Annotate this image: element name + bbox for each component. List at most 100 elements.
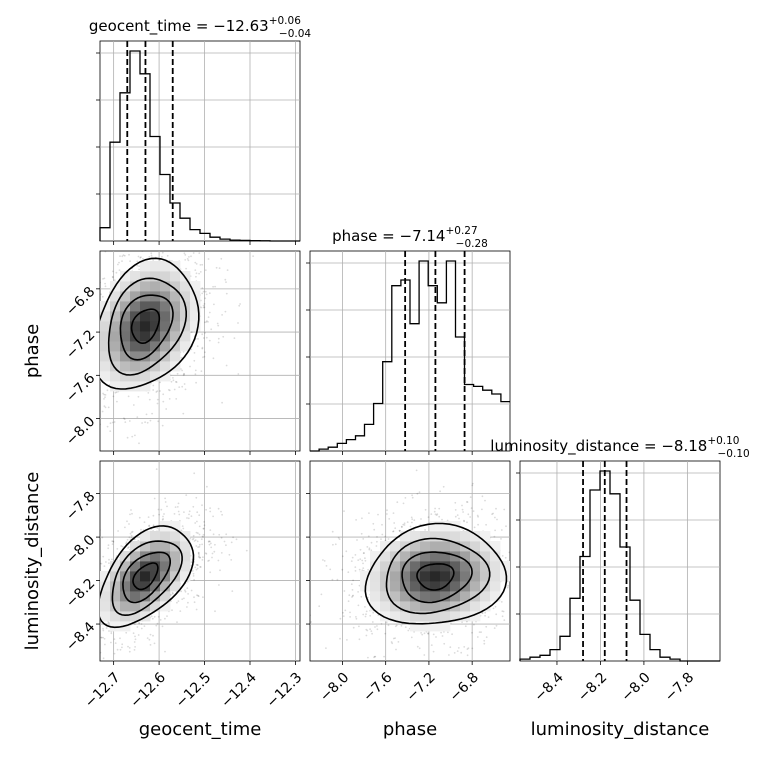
- sample-point: [182, 374, 185, 377]
- sample-point: [221, 513, 224, 516]
- sample-point: [121, 244, 123, 246]
- sample-point: [95, 326, 97, 328]
- sample-point: [100, 636, 103, 639]
- sample-point: [377, 614, 380, 616]
- sample-point: [194, 522, 197, 524]
- sample-point: [512, 555, 514, 557]
- sample-point: [184, 388, 187, 391]
- grid-lines: [96, 41, 300, 241]
- sample-point: [201, 292, 204, 295]
- sample-point: [109, 422, 112, 425]
- sample-point: [208, 311, 211, 314]
- sample-point: [163, 513, 165, 515]
- sample-point: [366, 629, 369, 632]
- title-minus: −0.28: [456, 238, 488, 250]
- sample-point: [162, 393, 165, 396]
- sample-point: [97, 349, 99, 351]
- sample-point: [133, 641, 136, 643]
- sample-point: [105, 627, 108, 629]
- y-tick-label: −7.8: [63, 489, 98, 524]
- sample-point: [96, 551, 98, 553]
- density-cell: [450, 611, 461, 622]
- sample-point: [418, 491, 421, 494]
- sample-point: [350, 583, 353, 586]
- density-cell: [130, 371, 141, 382]
- sample-point: [221, 401, 224, 404]
- sample-point: [205, 293, 208, 296]
- sample-point: [108, 630, 110, 632]
- sample-point: [195, 563, 198, 566]
- sample-point: [469, 516, 472, 518]
- sample-point: [466, 501, 469, 503]
- sample-point: [91, 600, 93, 602]
- sample-point: [386, 509, 388, 512]
- sample-point: [363, 552, 365, 554]
- density-cell: [150, 581, 161, 592]
- sample-point: [26, 319, 28, 321]
- sample-point: [501, 615, 504, 618]
- density-cell: [160, 271, 171, 282]
- density-cell: [440, 611, 451, 622]
- sample-point: [131, 530, 134, 533]
- contour-level: [107, 277, 187, 376]
- density-cell: [400, 561, 411, 572]
- sample-point: [103, 277, 106, 280]
- sample-point: [198, 543, 201, 546]
- density-cell: [410, 601, 421, 612]
- sample-point: [202, 306, 205, 309]
- sample-point: [374, 626, 376, 628]
- contour-level: [130, 308, 161, 345]
- sample-point: [492, 607, 495, 610]
- sample-point: [238, 304, 241, 307]
- sample-point: [310, 614, 311, 617]
- density-cell: [170, 271, 181, 282]
- sample-point: [134, 434, 136, 437]
- sample-point: [472, 510, 475, 512]
- density-cell: [440, 551, 451, 562]
- sample-point: [96, 606, 98, 608]
- sample-point: [485, 636, 488, 639]
- sample-point: [404, 497, 407, 499]
- density-cell: [160, 341, 171, 352]
- sample-point: [91, 326, 93, 328]
- sample-point: [187, 517, 190, 520]
- sample-point: [443, 642, 446, 645]
- density-cell: [180, 571, 191, 582]
- sample-point: [153, 615, 156, 618]
- contour-level: [401, 551, 473, 604]
- density-cell: [400, 571, 411, 582]
- sample-point: [95, 350, 97, 352]
- density-cell: [130, 571, 141, 582]
- sample-point: [348, 594, 351, 597]
- sample-point: [108, 621, 110, 624]
- sample-point: [501, 610, 504, 612]
- sample-point: [147, 392, 150, 394]
- sample-point: [168, 398, 171, 400]
- sample-point: [52, 588, 54, 590]
- sample-point: [211, 552, 214, 555]
- density-cell: [110, 561, 121, 572]
- title-minus: −0.04: [279, 28, 311, 40]
- density-cell: [130, 321, 141, 332]
- sample-point: [138, 516, 141, 519]
- sample-point: [128, 536, 131, 539]
- sample-point: [190, 348, 193, 351]
- sample-point: [198, 272, 201, 275]
- sample-point: [201, 347, 204, 350]
- density-cell: [160, 301, 171, 312]
- sample-point: [201, 543, 204, 546]
- sample-point: [71, 375, 73, 377]
- sample-point: [202, 337, 205, 339]
- density-cell: [470, 541, 481, 552]
- density-cell: [130, 551, 141, 562]
- sample-point: [89, 615, 91, 617]
- density-cell: [150, 311, 161, 322]
- sample-point: [369, 628, 371, 631]
- sample-point: [95, 611, 97, 613]
- sample-point: [457, 647, 460, 649]
- sample-point: [183, 597, 185, 600]
- grid-lines: [516, 461, 720, 661]
- sample-point: [172, 592, 174, 595]
- density-cell: [170, 321, 181, 332]
- sample-point: [515, 611, 517, 613]
